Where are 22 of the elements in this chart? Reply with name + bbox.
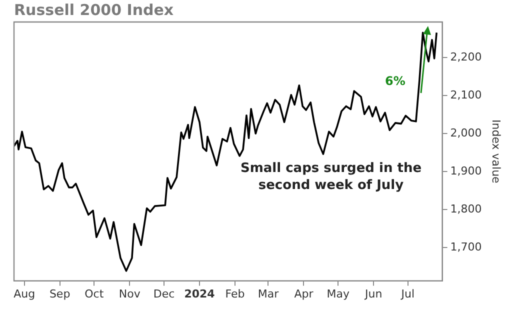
y-axis-title: Index value <box>490 119 503 184</box>
x-tick-label: Dec <box>153 287 175 300</box>
x-tick-label: Jun <box>364 287 382 300</box>
x-tick-label: 2024 <box>184 287 216 300</box>
x-tick-label: Aug <box>14 287 36 300</box>
y-tick-label: 2,200 <box>450 50 482 64</box>
y-tick-label: 2,100 <box>450 88 482 102</box>
y-tick-label: 2,000 <box>450 126 482 140</box>
x-tick-label: Apr <box>294 287 314 300</box>
x-tick-label: Oct <box>84 287 104 300</box>
annotation: 6% <box>385 74 406 88</box>
x-tick-label: Nov <box>118 287 141 300</box>
x-tick-label: Mar <box>258 287 280 300</box>
y-tick-label: 1,800 <box>450 202 482 216</box>
y-tick-label: 1,700 <box>450 240 482 254</box>
x-tick-label: May <box>326 287 350 300</box>
x-tick-label: Jul <box>400 287 415 300</box>
chart-title: Russell 2000 Index <box>14 1 174 19</box>
x-tick-label: Feb <box>225 287 245 300</box>
annotation: Small caps surged in the second week of July <box>239 160 423 194</box>
x-tick-label: Sep <box>49 287 70 300</box>
y-tick-label: 1,900 <box>450 164 482 178</box>
